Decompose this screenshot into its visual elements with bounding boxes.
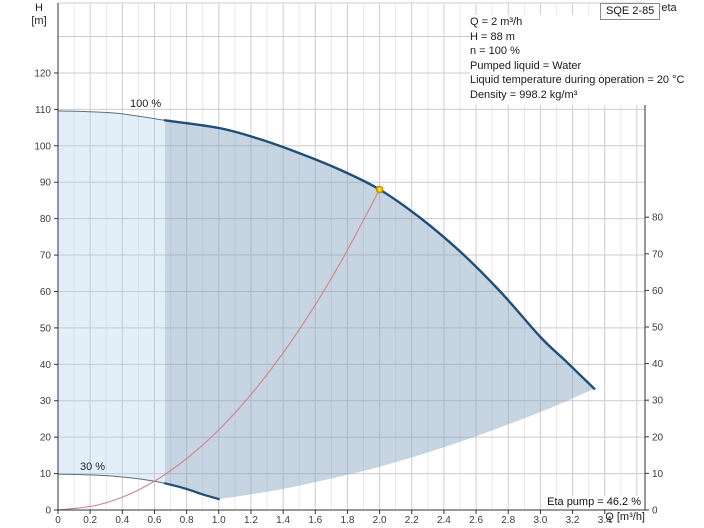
h-tick-label: 40 <box>40 360 52 371</box>
eta-tick-label: 20 <box>652 432 664 443</box>
eta-tick-label: 0 <box>652 506 658 517</box>
eta-pump-result: Eta pump = 46.2 % <box>544 496 644 509</box>
speed-100-curve-thin <box>57 110 165 121</box>
h-tick-label: 10 <box>40 469 52 480</box>
x-tick-label: 0.6 <box>148 515 162 526</box>
x-tick-label: 0.4 <box>115 515 129 526</box>
info-line-liquid: Pumped liquid = Water <box>470 59 582 72</box>
h-axis-title-symbol: H <box>35 2 43 14</box>
envelope-light-region <box>58 110 165 484</box>
curves <box>57 110 596 511</box>
info-line-n: n = 100 % <box>470 45 520 58</box>
h-tick-label: 100 <box>34 141 51 152</box>
x-tick-label: 1.2 <box>244 515 258 526</box>
envelope-dark-region <box>164 120 595 500</box>
info-line-density: Density = 998.2 kg/m³ <box>470 88 578 101</box>
x-tick-label: 1.6 <box>308 515 322 526</box>
eta-tick-label: 60 <box>652 286 664 297</box>
speed-100-curve <box>163 119 596 390</box>
x-tick-label: 2.0 <box>373 515 387 526</box>
eta-axis-title-symbol: eta <box>661 2 677 14</box>
h-tick-label: 20 <box>40 433 52 444</box>
h-tick-label: 30 <box>40 396 52 407</box>
h-tick-label: 120 <box>34 68 51 79</box>
x-tick-label: 2.2 <box>405 515 419 526</box>
eta-tick-label: 50 <box>652 323 664 334</box>
x-tick-label: 1.0 <box>212 515 226 526</box>
h-tick-label: 50 <box>40 323 52 334</box>
eta-tick-label: 80 <box>652 213 664 224</box>
x-tick-label: 0 <box>55 515 61 526</box>
pump-model-badge: SQE 2-85 <box>600 3 661 20</box>
x-tick-label: 0.2 <box>83 515 97 526</box>
info-line-q: Q = 2 m³/h <box>470 16 523 28</box>
h-axis-title-unit: [m] <box>31 15 47 27</box>
x-tick-label: 2.8 <box>501 515 515 526</box>
h-axis-title: H [m] <box>26 2 52 28</box>
speed-30-curve-thin <box>57 473 165 484</box>
x-tick-label: 0.8 <box>180 515 194 526</box>
x-tick-label: 3.4 <box>598 515 612 526</box>
gridlines <box>58 2 645 510</box>
eta-tick-label: 30 <box>652 396 664 407</box>
speed-30-curve <box>163 482 220 501</box>
x-tick-label: 2.4 <box>437 515 451 526</box>
min-speed-curve-label: 30 % <box>80 461 106 473</box>
h-tick-label: 60 <box>40 287 52 298</box>
q-axis-title: Q [m³/h] <box>605 511 645 523</box>
x-tick-label: 2.6 <box>469 515 483 526</box>
h-tick-label: 0 <box>45 506 51 517</box>
x-tick-label: 3.2 <box>566 515 580 526</box>
info-line-temperature: Liquid temperature during operation = 20… <box>470 74 685 87</box>
info-line-h: H = 88 m <box>470 30 515 43</box>
operating-envelope <box>58 110 595 500</box>
h-tick-label: 80 <box>40 214 52 225</box>
duty-point[interactable] <box>375 185 384 194</box>
eta-tick-label: 70 <box>652 249 664 260</box>
duty-info-block: Q = 2 m³/h H = 88 m n = 100 % Pumped liq… <box>470 15 691 105</box>
max-speed-curve-label: 100 % <box>130 98 162 110</box>
x-tick-label: 1.8 <box>340 515 354 526</box>
x-tick-label: 1.4 <box>276 515 290 526</box>
eta-tick-label: 40 <box>652 359 664 370</box>
h-tick-label: 70 <box>40 251 52 262</box>
duty-point-marker[interactable] <box>375 185 384 194</box>
x-tick-label: 3.0 <box>533 515 547 526</box>
h-tick-label: 110 <box>35 105 51 116</box>
duty-parabola-curve <box>57 189 381 511</box>
eta-tick-label: 10 <box>652 469 664 480</box>
h-tick-label: 90 <box>40 178 52 189</box>
